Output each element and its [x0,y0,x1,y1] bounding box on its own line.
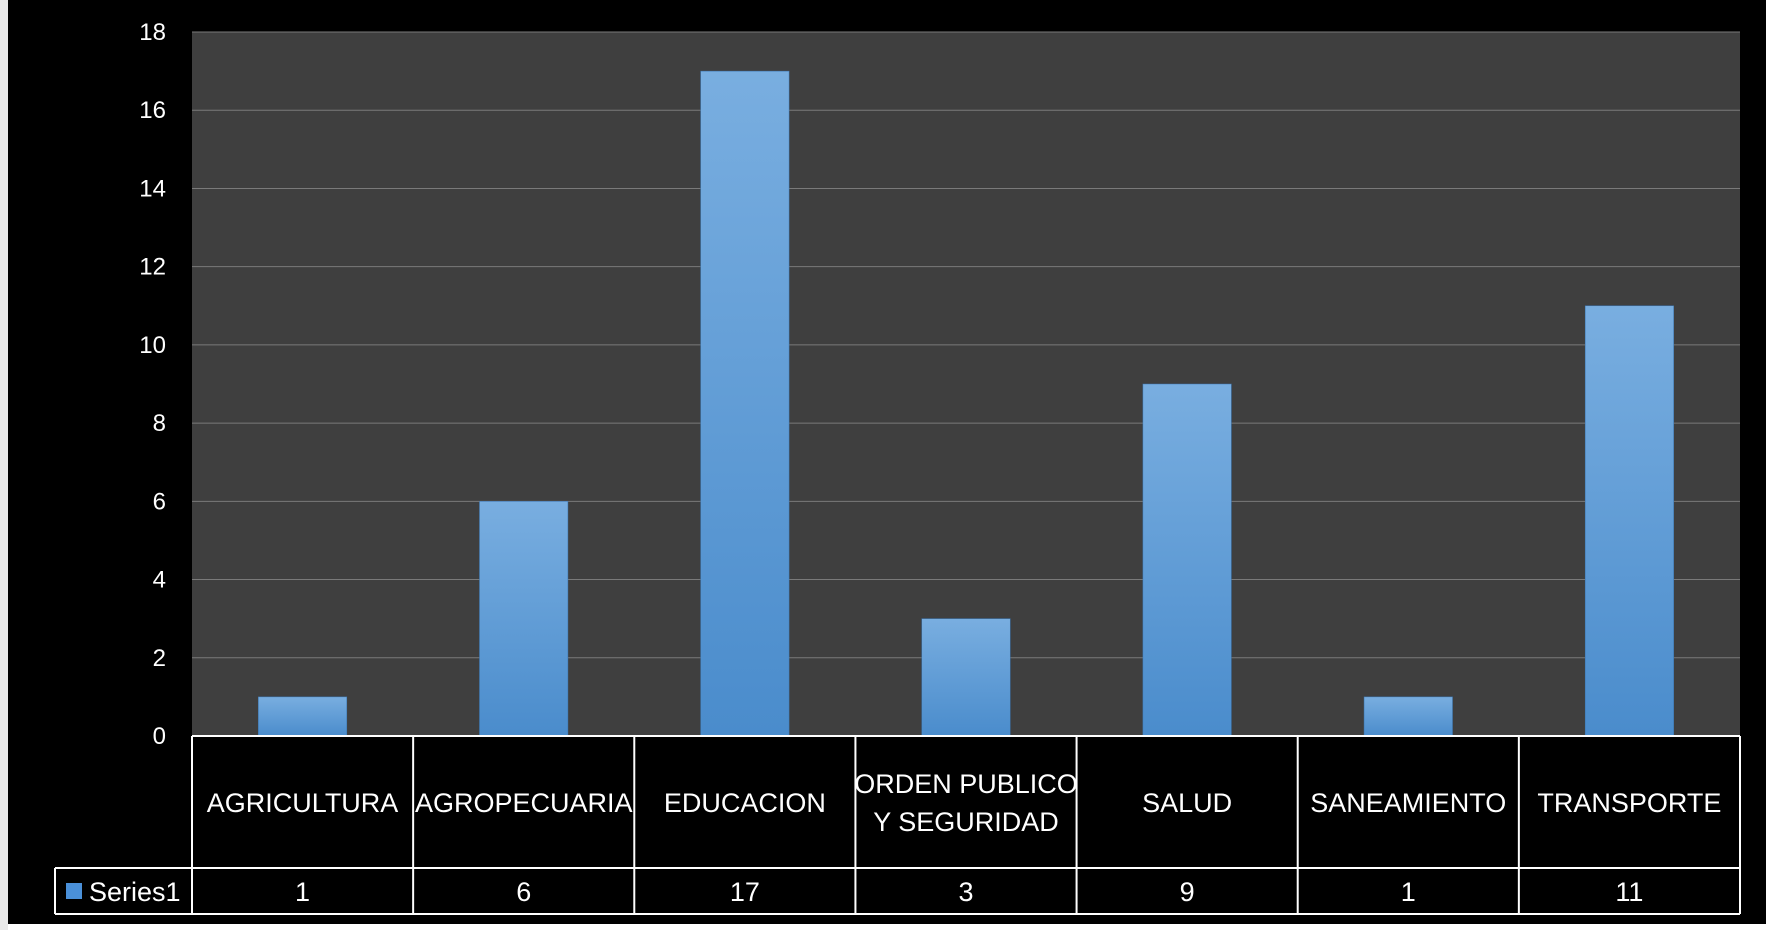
bars [258,70,1674,737]
bar [479,501,569,737]
bar [921,618,1011,737]
y-tick-label: 0 [153,723,166,750]
y-tick-label: 12 [139,254,166,281]
legend-series-label: Series1 [89,877,181,907]
x-category-label: SANEAMIENTO [1310,788,1506,818]
bar [258,696,348,737]
y-tick-label: 14 [139,175,166,202]
x-category-label: EDUCACION [664,788,826,818]
y-tick-label: 10 [139,332,166,359]
window-edge [0,0,8,930]
y-tick-label: 6 [153,488,166,515]
data-table: AGRICULTURA AGROPECUARIA EDUCACION ORDEN PU… [54,735,1741,915]
data-table-value: 1 [295,877,310,907]
legend-key [66,883,82,899]
x-category-label: TRANSPORTE [1537,788,1721,818]
data-table-value: 9 [1180,877,1195,907]
y-tick-label: 8 [153,410,166,437]
y-tick-label: 18 [139,19,166,46]
data-table-value: 6 [516,877,531,907]
bar [1584,305,1674,737]
data-table-value: 17 [730,877,760,907]
y-tick-label: 2 [153,645,166,672]
bar [700,70,790,737]
data-table-value: 3 [958,877,973,907]
y-tick-label: 16 [139,97,166,124]
y-tick-label: 4 [153,567,166,594]
gridlines [192,31,1740,659]
x-category-label: AGRICULTURA [207,788,399,818]
x-category-label: ORDEN PUBLICO Y SEGURIDAD [854,769,1078,837]
data-table-value: 1 [1401,877,1416,907]
data-table-value: 11 [1615,877,1643,907]
bar [1142,383,1232,737]
x-category-label: AGROPECUARIA [415,788,633,818]
x-category-label: SALUD [1142,788,1232,818]
bar [1363,696,1453,737]
y-axis-tick-labels: 0 2 4 6 8 10 12 14 16 18 [139,19,166,750]
